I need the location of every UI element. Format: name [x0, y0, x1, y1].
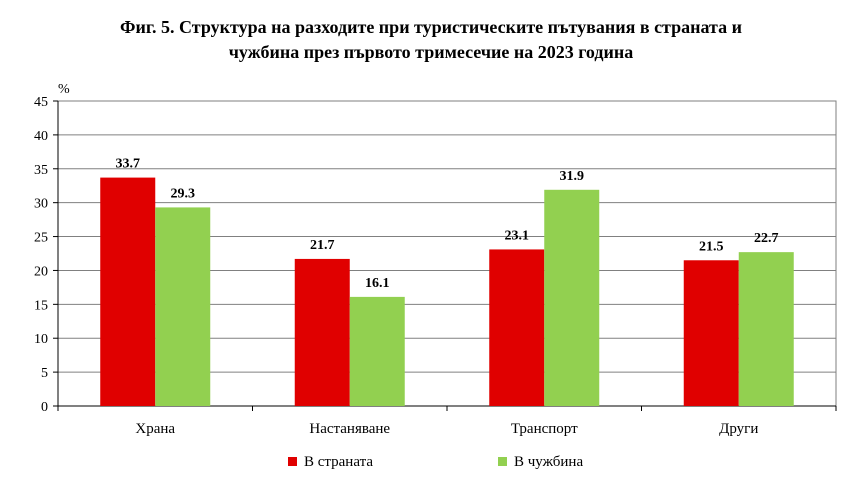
x-tick-label-0: Храна: [135, 421, 175, 437]
chart-title-line-1: Фиг. 5. Структура на разходите при турис…: [120, 17, 742, 37]
legend-label-1: В чужбина: [514, 454, 583, 470]
bar-1-1: [349, 296, 405, 406]
bar-1-3: [738, 252, 794, 406]
legend-label-0: В страната: [304, 454, 373, 470]
y-tick-label-35: 35: [34, 163, 48, 178]
y-tick-label-30: 30: [34, 197, 48, 212]
data-label-1-0: 29.3: [171, 186, 196, 201]
data-label-0-1: 21.7: [310, 238, 335, 253]
x-tick-label-1: Настаняване: [309, 421, 390, 437]
y-tick-label-0: 0: [41, 400, 48, 415]
data-label-1-1: 16.1: [365, 276, 390, 291]
bar-0-1: [294, 258, 350, 406]
data-label-1-2: 31.9: [560, 169, 585, 184]
y-tick-label-40: 40: [34, 129, 48, 144]
bar-0-0: [100, 177, 156, 406]
legend-swatch-0: [288, 457, 297, 466]
data-label-0-2: 23.1: [505, 228, 530, 243]
bar-0-3: [683, 260, 739, 406]
legend-swatch-1: [498, 457, 507, 466]
y-tick-label-10: 10: [34, 332, 48, 347]
y-tick-label-5: 5: [41, 366, 48, 381]
bar-1-0: [155, 207, 211, 406]
bar-1-2: [544, 189, 600, 406]
y-tick-label-45: 45: [34, 95, 48, 110]
chart-title-line-2: чужбина през първото тримесечие на 2023 …: [229, 42, 634, 62]
y-axis-unit-label: %: [58, 82, 70, 97]
plot-area: 0 5 10 15 20 25 30 35 40 45 Храна 33.7 29.3 Настанява…: [34, 95, 837, 470]
x-tick-label-3: Други: [719, 421, 758, 437]
y-tick-label-20: 20: [34, 264, 48, 279]
y-tick-label-25: 25: [34, 231, 48, 246]
data-label-1-3: 22.7: [754, 231, 779, 246]
y-tick-label-15: 15: [34, 298, 48, 313]
data-label-0-3: 21.5: [699, 239, 724, 254]
data-label-0-0: 33.7: [116, 157, 141, 172]
bar-0-2: [489, 249, 545, 406]
x-tick-label-2: Транспорт: [511, 421, 578, 437]
